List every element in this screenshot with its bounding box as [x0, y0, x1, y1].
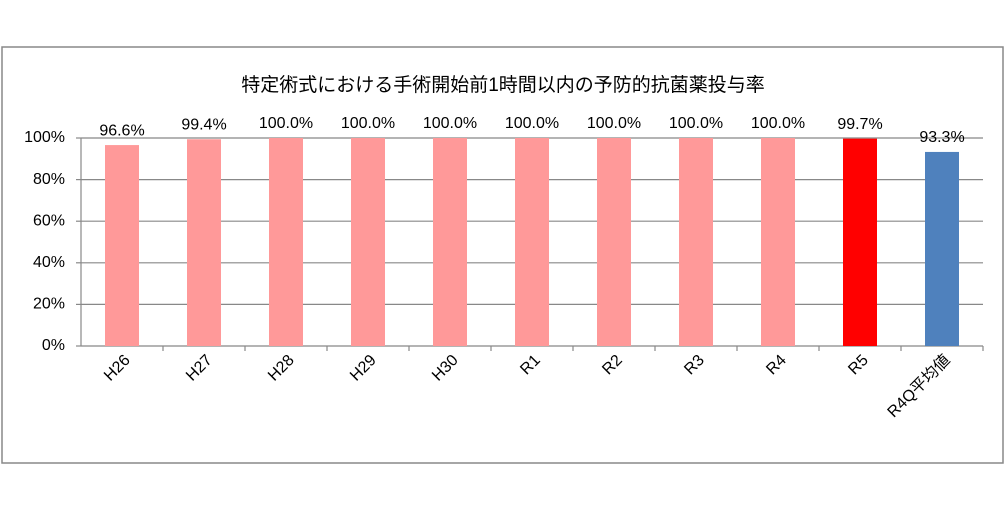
- bar: [187, 139, 221, 346]
- bar: [597, 138, 631, 346]
- bar: [761, 138, 795, 346]
- value-label: 100.0%: [751, 115, 805, 132]
- value-label: 96.6%: [99, 122, 144, 139]
- bar: [679, 138, 713, 346]
- y-tick-label: 80%: [33, 171, 65, 188]
- value-label: 93.3%: [919, 129, 964, 146]
- chart-frame: [1, 46, 1004, 464]
- bar: [105, 145, 139, 346]
- bar: [515, 138, 549, 346]
- y-tick-label: 0%: [42, 337, 65, 354]
- value-label: 100.0%: [505, 115, 559, 132]
- chart-title: 特定術式における手術開始前1時間以内の予防的抗菌薬投与率: [241, 74, 765, 96]
- bar: [433, 138, 467, 346]
- value-label: 100.0%: [669, 115, 723, 132]
- bar: [925, 151, 959, 346]
- y-tick-label: 40%: [33, 254, 65, 271]
- value-label: 100.0%: [341, 115, 395, 132]
- bar: [843, 138, 877, 346]
- value-label: 99.4%: [181, 116, 226, 133]
- value-label: 99.7%: [837, 116, 882, 133]
- value-label: 100.0%: [423, 115, 477, 132]
- value-label: 100.0%: [587, 115, 641, 132]
- value-label: 100.0%: [259, 115, 313, 132]
- y-tick-label: 20%: [33, 296, 65, 313]
- y-tick-label: 100%: [24, 129, 65, 146]
- y-tick-label: 60%: [33, 212, 65, 229]
- bar: [351, 138, 385, 346]
- bar: [269, 138, 303, 346]
